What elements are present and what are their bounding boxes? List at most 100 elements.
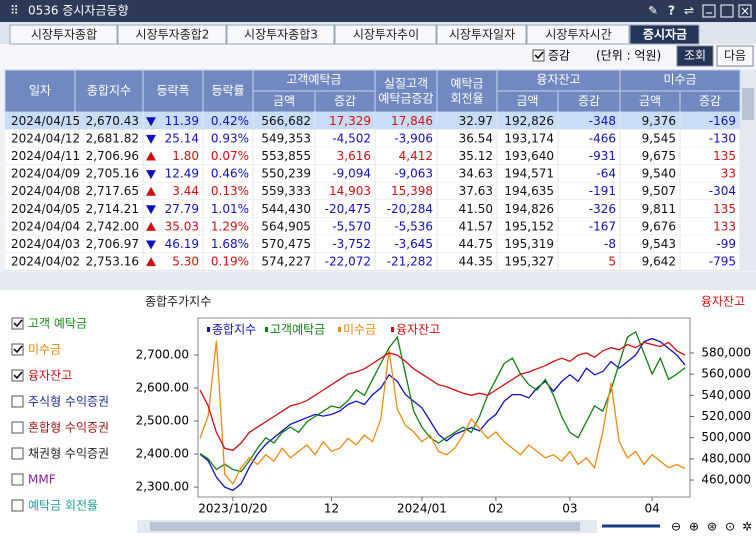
table-cell: 17,846 xyxy=(391,114,433,128)
checkbox[interactable] xyxy=(532,49,545,62)
table-cell: 32.97 xyxy=(459,114,493,128)
table-cell: 544,430 xyxy=(261,202,311,216)
header-sub-label: 금액 xyxy=(273,94,295,108)
table-cell: 9,676 xyxy=(642,219,676,233)
table-row[interactable] xyxy=(5,182,740,200)
arrow-down xyxy=(146,170,156,180)
zoom-fit[interactable]: ⊙ xyxy=(725,520,735,534)
close-button[interactable] xyxy=(738,4,752,18)
table-cell: -167 xyxy=(589,219,616,233)
tab[interactable] xyxy=(226,24,335,45)
menu-icon[interactable]: ⠿ xyxy=(10,4,19,18)
table-cell: 41.57 xyxy=(459,219,493,233)
table-cell: 195,327 xyxy=(504,255,554,269)
tab[interactable] xyxy=(9,24,118,45)
table-cell: 0.46% xyxy=(211,167,249,181)
h-scroll-thumb[interactable] xyxy=(150,522,580,531)
table-cell: 14,903 xyxy=(329,184,371,198)
table-cell: -64 xyxy=(596,167,616,181)
table-row[interactable] xyxy=(5,164,740,183)
series-line xyxy=(199,340,686,486)
tab[interactable] xyxy=(436,24,527,45)
table-cell: 1.29% xyxy=(211,219,249,233)
tab[interactable] xyxy=(334,24,437,45)
legend-marker xyxy=(391,327,394,332)
table-cell: 2,706.96 xyxy=(86,149,139,163)
table-cell: -348 xyxy=(589,114,616,128)
pin-icon[interactable]: ✎ xyxy=(648,4,658,18)
tab[interactable] xyxy=(117,24,227,45)
table-cell: 41.50 xyxy=(459,202,493,216)
settings-icon[interactable]: ⇌ xyxy=(684,4,694,18)
y2-tick-label: 580,000 xyxy=(701,345,751,359)
series-line xyxy=(199,337,686,492)
y2-tick-label: 460,000 xyxy=(701,473,751,487)
table-cell: 2024/04/08 xyxy=(11,184,80,198)
table-row[interactable] xyxy=(5,147,740,165)
table-row[interactable] xyxy=(5,112,740,130)
checkbox[interactable] xyxy=(11,317,24,330)
table-cell: 46.19 xyxy=(165,237,199,251)
arrow-up xyxy=(146,257,156,267)
table-cell: 2024/04/12 xyxy=(11,131,80,145)
button[interactable] xyxy=(716,45,754,67)
button[interactable] xyxy=(676,45,714,67)
table-cell: 2024/04/03 xyxy=(11,237,80,251)
maximize-button[interactable] xyxy=(720,4,734,18)
checkbox-label: 증감 xyxy=(548,49,570,63)
table-cell: 566,682 xyxy=(261,114,311,128)
table-cell: 1.01% xyxy=(211,202,249,216)
series-line xyxy=(199,330,686,473)
zoom-reset[interactable]: ⊛ xyxy=(707,520,717,534)
table-cell: 34.63 xyxy=(459,167,493,181)
table-cell: 5.30 xyxy=(172,255,199,269)
table-cell: 25.14 xyxy=(165,131,199,145)
zoom-out[interactable]: ⊖ xyxy=(671,520,681,534)
header-label: 융자잔고 xyxy=(536,73,580,87)
table-row[interactable] xyxy=(5,129,740,148)
checkbox[interactable] xyxy=(11,369,24,382)
checkbox[interactable] xyxy=(11,473,24,486)
table-cell: 17,329 xyxy=(329,114,371,128)
table-row[interactable] xyxy=(5,200,740,218)
table-cell: 550,239 xyxy=(261,167,311,181)
checkbox[interactable] xyxy=(11,395,24,408)
y-tick-label: 2,700.00 xyxy=(136,347,189,361)
table-row[interactable] xyxy=(5,217,740,236)
y2-tick-label: 540,000 xyxy=(701,388,751,402)
checklist-label: 미수금 xyxy=(28,343,61,357)
v-scrollbar[interactable] xyxy=(740,70,756,271)
table-cell: 2024/04/09 xyxy=(11,167,80,181)
tab[interactable] xyxy=(629,24,700,45)
table-cell: -931 xyxy=(589,149,616,163)
x-tick-label: 2024/01 xyxy=(397,502,447,516)
table-cell: 549,353 xyxy=(261,131,311,145)
zoom-in[interactable]: ⊕ xyxy=(689,520,699,534)
v-scroll-thumb[interactable] xyxy=(742,88,754,120)
checkbox[interactable] xyxy=(11,343,24,356)
header-label: 고객예탁금 xyxy=(286,73,341,87)
minimize-button[interactable] xyxy=(702,4,716,18)
config-icon[interactable]: ✲ xyxy=(742,520,752,534)
table-cell: 2,670.43 xyxy=(86,114,139,128)
legend-marker xyxy=(207,327,210,332)
checkbox[interactable] xyxy=(11,421,24,434)
table-cell: 193,640 xyxy=(504,149,554,163)
table-cell: 553,855 xyxy=(261,149,311,163)
checkbox[interactable] xyxy=(11,499,24,512)
table-row[interactable] xyxy=(5,252,740,271)
tab-label: 시장투자추이 xyxy=(353,28,419,42)
y2-tick-label: 560,000 xyxy=(701,367,751,381)
tab[interactable] xyxy=(526,24,630,45)
help-icon[interactable]: ? xyxy=(668,4,675,18)
legend-label: 미수금 xyxy=(343,323,376,337)
table-row[interactable] xyxy=(5,235,740,253)
table-cell: 11.39 xyxy=(165,114,199,128)
table-cell: -169 xyxy=(709,114,736,128)
checkbox[interactable] xyxy=(11,447,24,460)
table-cell: 193,174 xyxy=(504,131,554,145)
x-tick-label: 04 xyxy=(644,502,659,516)
table-cell: 2,681.82 xyxy=(86,131,139,145)
series-line xyxy=(199,341,686,452)
header-label: 종합지수 xyxy=(87,84,131,98)
